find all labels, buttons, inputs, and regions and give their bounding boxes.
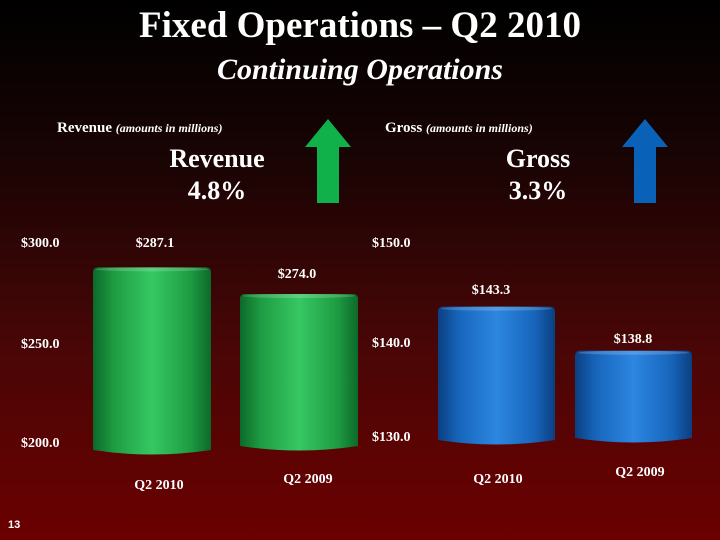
revenue-label-text: Revenue <box>57 120 112 136</box>
gross-ytick: $150.0 <box>372 236 411 251</box>
gross-data-label: $143.3 <box>472 283 511 298</box>
gross-data-label: $138.8 <box>614 332 653 347</box>
revenue-growth-label: Revenue <box>169 144 265 173</box>
gross-label-text: Gross <box>385 120 423 136</box>
slide-subtitle: Continuing Operations <box>217 53 503 86</box>
page-number: 13 <box>8 519 21 531</box>
gross-up-arrow-icon <box>622 119 668 203</box>
gross-growth-value: 3.3% <box>508 176 568 205</box>
revenue-ytick: $250.0 <box>21 337 60 352</box>
revenue-bar <box>93 267 211 455</box>
revenue-category-label: Q2 2010 <box>134 478 183 493</box>
revenue-ytick: $200.0 <box>21 436 60 451</box>
gross-chart: $150.0 $140.0 $130.0 $143.3 $138.8 Q2 20… <box>372 236 692 487</box>
revenue-panel-label: Revenue (amounts in millions) <box>57 120 222 137</box>
gross-ytick: $140.0 <box>372 336 411 351</box>
gross-growth-label: Gross <box>505 144 571 173</box>
gross-bars <box>438 306 692 445</box>
revenue-ytick: $300.0 <box>21 236 60 251</box>
gross-bar-highlight <box>441 306 552 311</box>
revenue-data-label: $287.1 <box>136 236 175 251</box>
revenue-category-label: Q2 2009 <box>283 472 332 487</box>
revenue-up-arrow-icon <box>305 119 351 203</box>
gross-ytick: $130.0 <box>372 430 411 445</box>
gross-bar <box>438 306 555 445</box>
revenue-bar <box>240 294 358 451</box>
revenue-bars <box>93 267 358 455</box>
revenue-chart: $300.0 $250.0 $200.0 $287.1 $274.0 Q2 20… <box>21 236 358 493</box>
gross-bar <box>575 350 692 443</box>
revenue-bar-highlight <box>243 294 355 299</box>
gross-bar-highlight <box>578 350 689 355</box>
gross-growth: Gross 3.3% <box>458 143 618 207</box>
gross-panel-label: Gross (amounts in millions) <box>385 120 533 137</box>
gross-category-label: Q2 2009 <box>615 465 664 480</box>
revenue-data-label: $274.0 <box>278 267 317 282</box>
revenue-bar-highlight <box>96 267 208 272</box>
gross-category-label: Q2 2010 <box>473 472 522 487</box>
revenue-growth-value: 4.8% <box>187 176 247 205</box>
slide-title: Fixed Operations – Q2 2010 <box>139 5 581 46</box>
revenue-growth: Revenue 4.8% <box>137 143 297 207</box>
revenue-label-note: (amounts in millions) <box>115 121 223 135</box>
gross-label-note: (amounts in millions) <box>425 121 533 135</box>
